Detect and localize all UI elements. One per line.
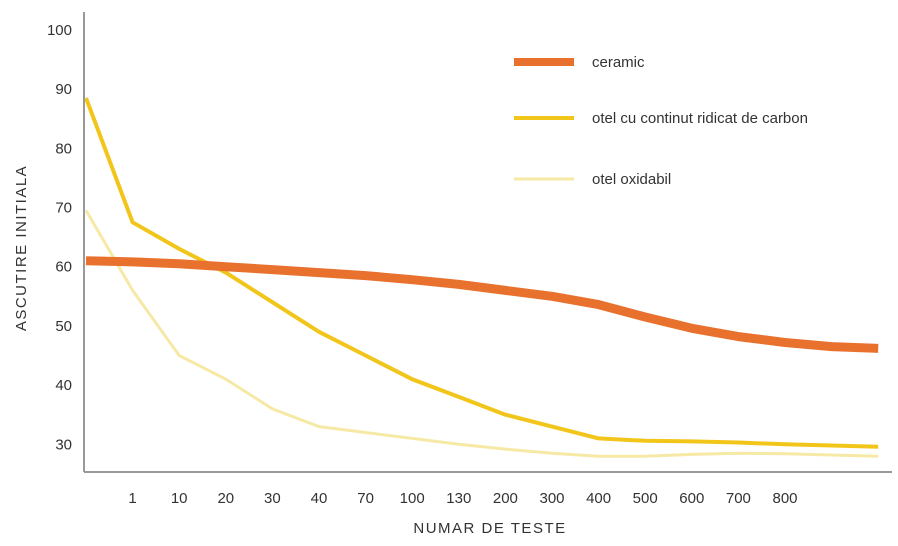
series-line-2 (84, 97, 879, 449)
y-tick-label: 60 (55, 259, 72, 276)
y-tick-label: 50 (55, 318, 72, 335)
x-tick-label: 300 (539, 490, 564, 507)
y-tick-label: 40 (55, 377, 72, 394)
series-line-3 (84, 209, 879, 458)
x-tick-label: 40 (311, 490, 328, 507)
x-tick-label: 10 (171, 490, 188, 507)
y-axis-title: ASCUTIRE INITIALA (13, 165, 30, 331)
x-tick-label: 70 (357, 490, 374, 507)
legend-label: otel cu continut ridicat de carbon (592, 110, 808, 127)
legend-label: ceramic (592, 54, 645, 71)
x-tick-label: 800 (772, 490, 797, 507)
y-tick-label: 80 (55, 140, 72, 157)
x-tick-label: 600 (679, 490, 704, 507)
x-tick-label: 30 (264, 490, 281, 507)
x-tick-label: 700 (726, 490, 751, 507)
legend-label: otel oxidabil (592, 171, 671, 188)
y-tick-labels: 30 40 50 60 70 80 90 100 (47, 22, 72, 453)
x-tick-label: 100 (400, 490, 425, 507)
plot-area (84, 97, 879, 458)
x-tick-label: 1 (128, 490, 136, 507)
axes (83, 12, 892, 473)
legend: ceramic otel cu continut ridicat de carbo… (514, 54, 808, 188)
y-tick-label: 70 (55, 199, 72, 216)
y-tick-label: 90 (55, 81, 72, 98)
x-tick-label: 400 (586, 490, 611, 507)
x-tick-labels: 1 10 20 30 40 70 100 130 200 300 400 500 600 700 800 (128, 490, 797, 507)
y-tick-label: 100 (47, 22, 72, 39)
x-tick-label: 200 (493, 490, 518, 507)
x-tick-label: 500 (633, 490, 658, 507)
x-tick-label: 20 (217, 490, 234, 507)
x-tick-label: 130 (446, 490, 471, 507)
y-tick-label: 30 (55, 436, 72, 453)
series-line-1 (85, 256, 879, 353)
x-axis-title: NUMAR DE TESTE (413, 520, 566, 537)
